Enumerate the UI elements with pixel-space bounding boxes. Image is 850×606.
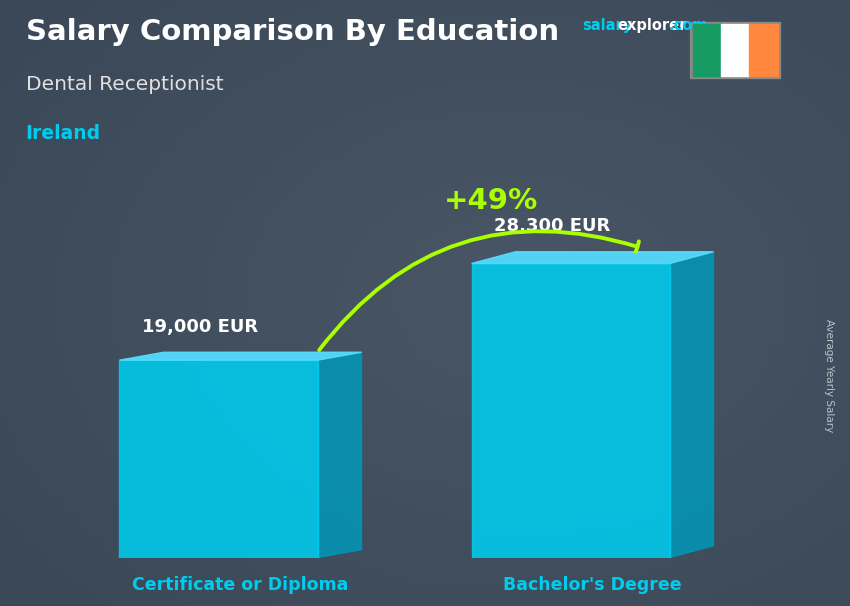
Polygon shape xyxy=(120,352,361,360)
Text: +49%: +49% xyxy=(444,187,538,215)
Polygon shape xyxy=(472,264,670,558)
Polygon shape xyxy=(670,251,713,558)
Text: Certificate or Diploma: Certificate or Diploma xyxy=(133,576,348,594)
Text: Dental Receptionist: Dental Receptionist xyxy=(26,75,223,94)
Text: Bachelor's Degree: Bachelor's Degree xyxy=(503,576,682,594)
Text: salary: salary xyxy=(582,18,632,33)
Polygon shape xyxy=(472,251,713,264)
Text: 28,300 EUR: 28,300 EUR xyxy=(494,218,609,235)
Text: 19,000 EUR: 19,000 EUR xyxy=(141,318,258,336)
Text: explorer: explorer xyxy=(617,18,687,33)
Text: Salary Comparison By Education: Salary Comparison By Education xyxy=(26,18,558,46)
Text: Average Yearly Salary: Average Yearly Salary xyxy=(824,319,834,432)
Text: .com: .com xyxy=(669,18,708,33)
Polygon shape xyxy=(120,360,318,558)
Polygon shape xyxy=(318,352,361,558)
Bar xyxy=(690,22,780,78)
Text: Ireland: Ireland xyxy=(26,124,100,143)
